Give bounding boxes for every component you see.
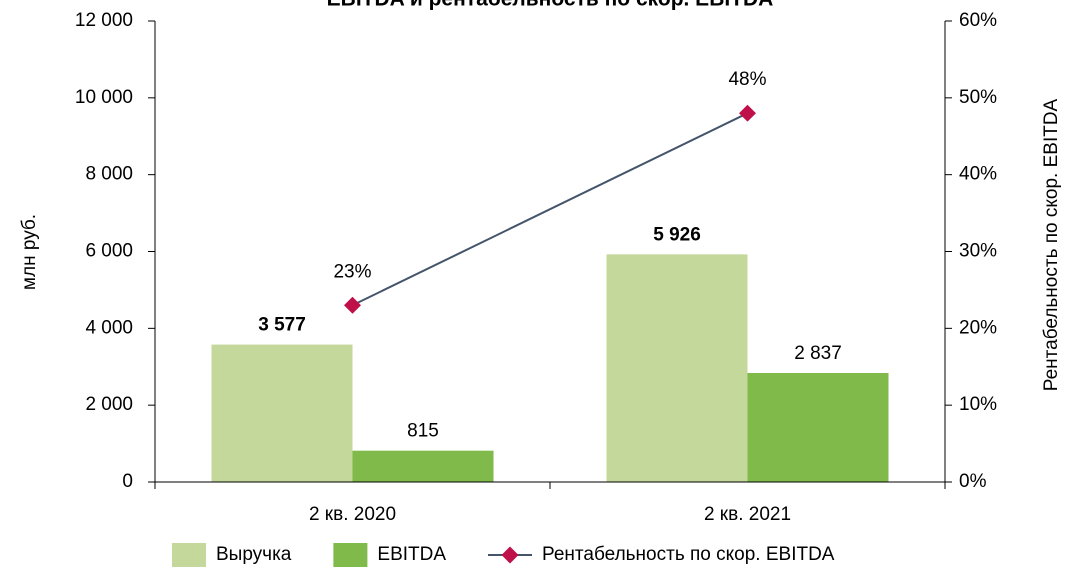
bar xyxy=(747,373,889,482)
y2-tick-label: 0% xyxy=(959,471,987,492)
y2-tick-label: 20% xyxy=(959,317,997,338)
line-marker xyxy=(344,296,361,314)
legend-swatch xyxy=(333,543,368,567)
y2-tick-label: 30% xyxy=(959,241,997,262)
bar xyxy=(352,450,494,482)
y2-tick-label: 40% xyxy=(959,164,997,185)
y-tick-label: 2 000 xyxy=(85,394,133,415)
legend-label: EBITDA xyxy=(377,544,446,565)
line-value-label: 48% xyxy=(728,69,766,90)
bar-value-label: 815 xyxy=(407,421,439,442)
bar-value-label: 5 926 xyxy=(653,224,701,245)
y2-tick-label: 50% xyxy=(959,87,997,108)
legend-label: Рентабельность по скор. EBITDA xyxy=(542,544,835,565)
y2-tick-label: 60% xyxy=(959,10,997,31)
legend-label: Выручка xyxy=(216,544,292,565)
y2-axis-label: Рентабельность по скор. EBITDA xyxy=(1041,98,1062,391)
line-marker xyxy=(739,104,756,122)
bar-value-label: 3 577 xyxy=(258,315,306,336)
legend-marker xyxy=(501,546,519,564)
y-tick-label: 10 000 xyxy=(75,87,133,108)
y-tick-label: 4 000 xyxy=(85,317,133,338)
x-tick-label: 2 кв. 2021 xyxy=(704,504,791,525)
bar xyxy=(211,344,353,482)
y2-tick-label: 10% xyxy=(959,394,997,415)
y-axis-label: млн руб. xyxy=(19,214,40,290)
y-tick-label: 8 000 xyxy=(85,164,133,185)
y-tick-label: 12 000 xyxy=(75,10,133,31)
line-series xyxy=(352,112,748,307)
line-value-label: 23% xyxy=(333,261,371,282)
chart-title: EBITDA и рентабельность по скор. EBITDA xyxy=(327,0,774,11)
y-tick-label: 0 xyxy=(122,471,133,492)
legend-swatch xyxy=(172,543,206,567)
x-tick-label: 2 кв. 2020 xyxy=(309,504,396,525)
bar xyxy=(606,254,748,482)
y-tick-label: 6 000 xyxy=(85,241,133,262)
bar-value-label: 2 837 xyxy=(794,343,842,364)
